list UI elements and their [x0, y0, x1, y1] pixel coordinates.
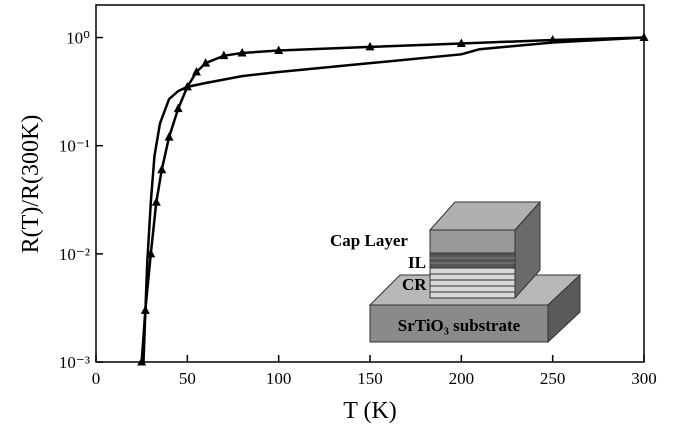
- triangle-marker: [151, 197, 161, 206]
- series-line: [142, 36, 645, 363]
- triangle-marker: [456, 38, 466, 48]
- y-tick-label: 10⁻³: [59, 353, 90, 372]
- il-layer: [429, 252, 516, 269]
- x-tick-label: 300: [631, 369, 657, 388]
- y-tick-label: 10⁻²: [59, 245, 90, 264]
- triangle-marker: [237, 47, 247, 57]
- il-label: IL: [408, 253, 426, 272]
- inset-diagram: [368, 200, 582, 344]
- triangle-marker: [157, 164, 167, 174]
- triangle-marker: [219, 50, 229, 60]
- cr-layer: [429, 267, 516, 299]
- substrate-front: [369, 304, 549, 343]
- x-tick-label: 150: [357, 369, 383, 388]
- x-tick-label: 250: [540, 369, 566, 388]
- triangle-marker: [164, 132, 174, 141]
- triangle-marker: [365, 41, 375, 51]
- triangle-marker: [137, 357, 147, 366]
- y-tick-label: 10⁻¹: [59, 137, 90, 156]
- x-tick-label: 100: [266, 369, 292, 388]
- triangle-marker: [191, 67, 201, 76]
- x-axis-title: T (K): [343, 398, 397, 424]
- triangle-marker: [173, 103, 183, 113]
- x-tick-label: 200: [449, 369, 475, 388]
- cr-label: CR: [402, 275, 427, 294]
- x-tick-label: 50: [179, 369, 196, 388]
- cap-layer: [429, 229, 516, 254]
- triangle-marker: [639, 32, 649, 42]
- y-axis-title: R(T)/R(300K): [18, 115, 44, 254]
- triangle-marker: [201, 58, 211, 67]
- y-tick-label: 10⁰: [66, 29, 90, 48]
- substrate-label: SrTiO₃ substrate: [398, 316, 521, 335]
- triangle-marker: [274, 45, 284, 54]
- x-tick-label: 0: [92, 369, 101, 388]
- cap-label: Cap Layer: [330, 231, 408, 250]
